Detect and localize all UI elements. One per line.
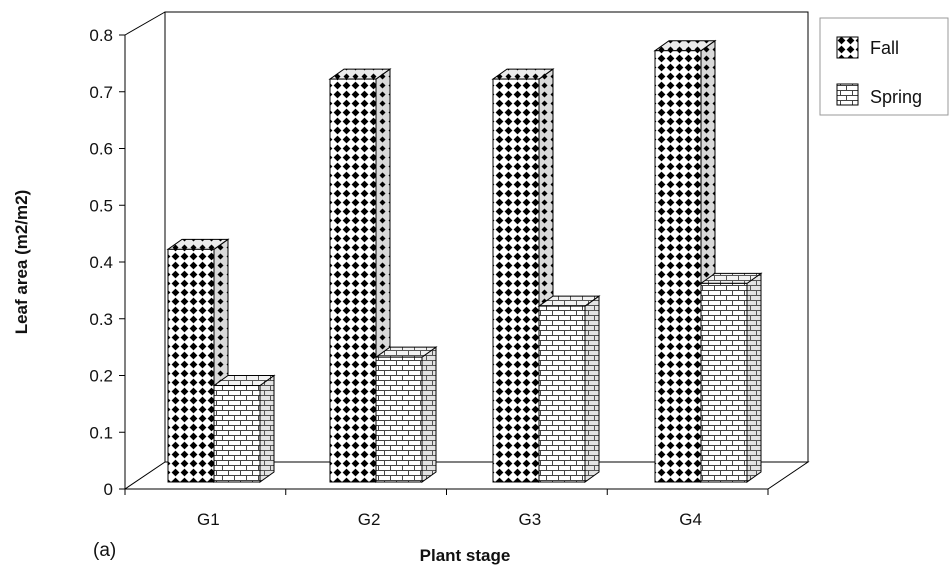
y-tick-label: 0.8 xyxy=(89,26,113,45)
y-axis-title: Leaf area (m2/m2) xyxy=(12,190,31,335)
bar-side xyxy=(421,346,437,483)
bar-spring-g2 xyxy=(374,346,438,483)
bar-side xyxy=(259,374,275,483)
bars-group xyxy=(166,39,763,483)
x-tick-label: G2 xyxy=(358,510,381,529)
legend-swatch-spring xyxy=(836,83,859,106)
legend-label-fall: Fall xyxy=(870,38,899,58)
bar-front xyxy=(654,50,702,483)
bar-front xyxy=(213,385,261,483)
y-tick-label: 0.3 xyxy=(89,310,113,329)
y-tick-label: 0.5 xyxy=(89,196,113,215)
legend: Fall Spring xyxy=(819,17,949,116)
bar-front xyxy=(700,282,748,483)
x-tick-label: G1 xyxy=(197,510,220,529)
bar-spring-g4 xyxy=(699,272,763,483)
y-tick-label: 0.2 xyxy=(89,367,113,386)
y-tick-label: 0.4 xyxy=(89,253,113,272)
bar-front xyxy=(329,78,377,483)
legend-swatch-fall xyxy=(836,36,859,59)
y-tick-label: 0.1 xyxy=(89,423,113,442)
bar-side xyxy=(746,272,762,483)
bar-side xyxy=(584,295,600,483)
bar-spring-g3 xyxy=(537,295,601,483)
bar-front xyxy=(492,78,540,483)
legend-label-spring: Spring xyxy=(870,87,922,107)
bar-spring-g1 xyxy=(212,374,276,483)
x-axis-title: Plant stage xyxy=(420,546,511,565)
x-axis: G1 G2 G3 G4 xyxy=(124,489,769,529)
y-tick-label: 0.6 xyxy=(89,140,113,159)
x-tick-label: G3 xyxy=(519,510,542,529)
bar-front xyxy=(538,305,586,483)
left-wall-top-edge xyxy=(124,11,166,36)
panel-label: (a) xyxy=(93,540,116,561)
y-tick-label: 0 xyxy=(104,480,113,499)
bar-front xyxy=(375,356,423,483)
bar-front xyxy=(167,248,215,483)
y-tick-label: 0.7 xyxy=(89,83,113,102)
back-wall xyxy=(164,11,809,463)
x-tick-label: G4 xyxy=(679,510,702,529)
y-axis: 0 0.1 0.2 0.3 0.4 0.5 0.6 0.7 0.8 xyxy=(89,26,125,499)
